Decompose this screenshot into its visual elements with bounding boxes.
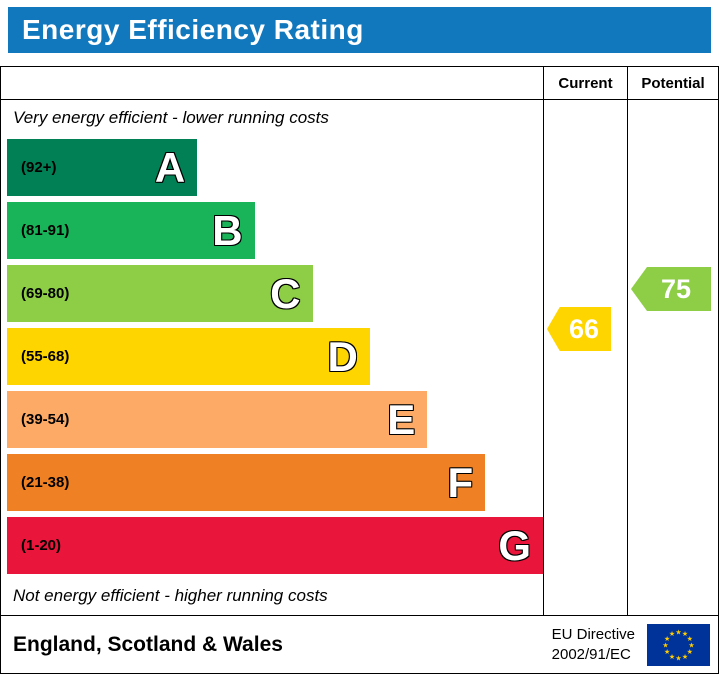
svg-text:★: ★ <box>682 652 688 660</box>
band-letter-g: G <box>498 521 531 569</box>
band-range-label-f: (21-38) <box>21 474 70 491</box>
band-letter-a: A <box>154 143 186 191</box>
potential-rating-tag: 75 <box>631 267 711 311</box>
current-column-header: Current <box>543 67 627 99</box>
potential-column-header: Potential <box>627 67 718 99</box>
band-row-f: (21-38) F <box>1 451 543 514</box>
bands-column: Very energy efficient - lower running co… <box>1 100 543 615</box>
band-range-label-e: (39-54) <box>21 411 70 428</box>
band-range-label-a: (92+) <box>21 159 57 176</box>
band-row-d: (55-68) D <box>1 325 543 388</box>
current-rating-tag: 66 <box>547 307 611 351</box>
band-row-g: (1-20) G <box>1 514 543 577</box>
region-label: England, Scotland & Wales <box>13 632 283 656</box>
band-bar-b: (81-91) B <box>7 202 255 259</box>
svg-text:★: ★ <box>669 630 675 638</box>
band-bar-c: (69-80) C <box>7 265 313 322</box>
svg-text:★: ★ <box>687 635 693 643</box>
band-row-c: (69-80) C <box>1 262 543 325</box>
band-bar-e: (39-54) E <box>7 391 428 448</box>
band-letter-c: C <box>270 269 301 317</box>
band-letter-f: F <box>447 458 474 506</box>
band-row-e: (39-54) E <box>1 388 543 451</box>
title-bar: Energy Efficiency Rating <box>8 7 711 53</box>
band-row-b: (81-91) B <box>1 199 543 262</box>
eu-directive-line1: EU Directive <box>551 626 635 643</box>
svg-text:★: ★ <box>675 654 681 662</box>
directive-section: EU Directive 2002/91/EC ★ ★ ★ ★ ★ ★ ★ ★ … <box>552 623 710 666</box>
svg-text:★: ★ <box>682 630 688 638</box>
title-section: Energy Efficiency Rating <box>0 0 719 53</box>
band-range-label-g: (1-20) <box>21 537 62 554</box>
svg-text:★: ★ <box>664 648 670 656</box>
band-range-label-d: (55-68) <box>21 348 70 365</box>
column-header-spacer <box>1 67 543 99</box>
chart-body: Very energy efficient - lower running co… <box>1 100 718 615</box>
potential-rating-column: 75 <box>627 100 718 615</box>
band-bar-f: (21-38) F <box>7 454 486 511</box>
current-rating-column: 66 <box>543 100 627 615</box>
band-bar-g: (1-20) G <box>7 517 543 574</box>
band-letter-b: B <box>212 206 243 254</box>
svg-text:★: ★ <box>669 652 675 660</box>
svg-text:★: ★ <box>688 641 694 649</box>
bottom-note: Not energy efficient - higher running co… <box>13 586 328 605</box>
eu-flag-icon: ★ ★ ★ ★ ★ ★ ★ ★ ★ ★ ★ ★ <box>647 623 710 666</box>
band-letter-d: D <box>327 332 358 380</box>
svg-text:★: ★ <box>664 635 670 643</box>
top-note: Very energy efficient - lower running co… <box>13 108 329 127</box>
footer: England, Scotland & Wales EU Directive 2… <box>1 615 718 673</box>
band-range-label-b: (81-91) <box>21 222 70 239</box>
band-range-label-c: (69-80) <box>21 285 70 302</box>
eu-directive-line2: 2002/91/EC <box>551 645 631 663</box>
svg-text:★: ★ <box>675 628 681 636</box>
svg-text:★: ★ <box>687 648 693 656</box>
band-letter-e: E <box>387 395 416 443</box>
chart-frame: Current Potential Very energy efficient … <box>0 66 719 674</box>
eu-directive-label: EU Directive 2002/91/EC <box>552 625 635 664</box>
potential-rating-value: 75 <box>660 273 692 304</box>
page-title: Energy Efficiency Rating <box>22 14 364 45</box>
band-row-a: (92+) A <box>1 136 543 199</box>
band-bar-d: (55-68) D <box>7 328 370 385</box>
column-header-row: Current Potential <box>1 67 718 100</box>
current-rating-value: 66 <box>568 313 600 344</box>
svg-text:★: ★ <box>662 641 668 649</box>
band-bar-a: (92+) A <box>7 139 198 196</box>
